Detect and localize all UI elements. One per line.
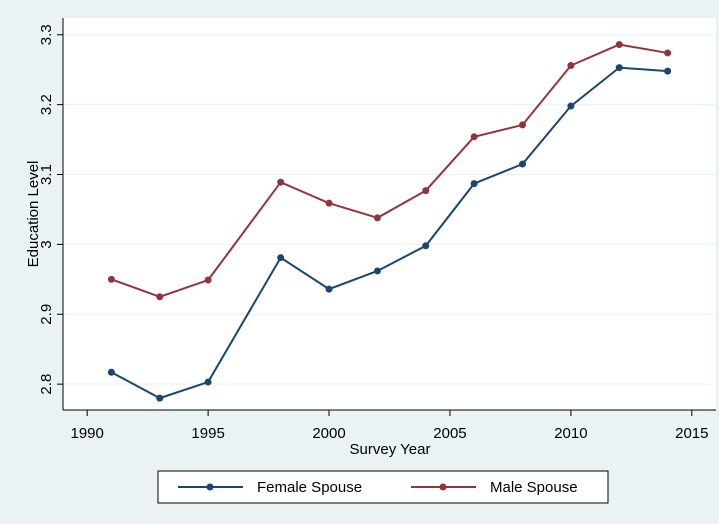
point — [422, 242, 430, 250]
point — [325, 199, 333, 207]
x-tick-label: 1995 — [191, 425, 224, 442]
x-tick-label: 2005 — [433, 425, 466, 442]
x-tick-label: 2010 — [554, 425, 587, 442]
point — [277, 178, 285, 186]
point — [615, 64, 623, 72]
plot-area — [63, 18, 716, 410]
point — [422, 187, 430, 195]
x-tick-label: 1990 — [70, 425, 103, 442]
y-tick-label: 3 — [38, 240, 55, 248]
point — [156, 293, 164, 301]
y-tick-label: 3.2 — [38, 94, 55, 115]
point — [664, 49, 672, 57]
point — [567, 62, 575, 70]
point — [373, 267, 381, 275]
y-tick-label: 2.8 — [38, 374, 55, 395]
legend-label: Female Spouse — [257, 479, 362, 496]
y-tick-label: 2.9 — [38, 304, 55, 325]
point — [470, 133, 478, 141]
x-axis-title: Survey Year — [350, 441, 431, 458]
y-tick-label: 3.3 — [38, 24, 55, 45]
y-axis-title: Education Level — [25, 161, 42, 268]
y-tick-label: 3.1 — [38, 164, 55, 185]
point — [277, 254, 285, 262]
point — [519, 121, 527, 129]
point — [204, 378, 212, 386]
point — [470, 180, 478, 188]
point — [567, 102, 575, 110]
series-line — [111, 43, 668, 298]
point — [664, 67, 672, 75]
point — [107, 275, 115, 283]
point — [325, 285, 333, 293]
legend-marker — [439, 483, 447, 491]
point — [519, 160, 527, 168]
legend-label: Male Spouse — [490, 479, 578, 496]
point — [204, 276, 212, 284]
point — [373, 214, 381, 222]
x-tick-label: 2015 — [675, 425, 708, 442]
point — [156, 394, 164, 402]
point — [615, 41, 623, 49]
legend-marker — [206, 483, 214, 491]
x-tick-label: 2000 — [312, 425, 345, 442]
point — [107, 368, 115, 376]
series-line — [110, 66, 668, 400]
